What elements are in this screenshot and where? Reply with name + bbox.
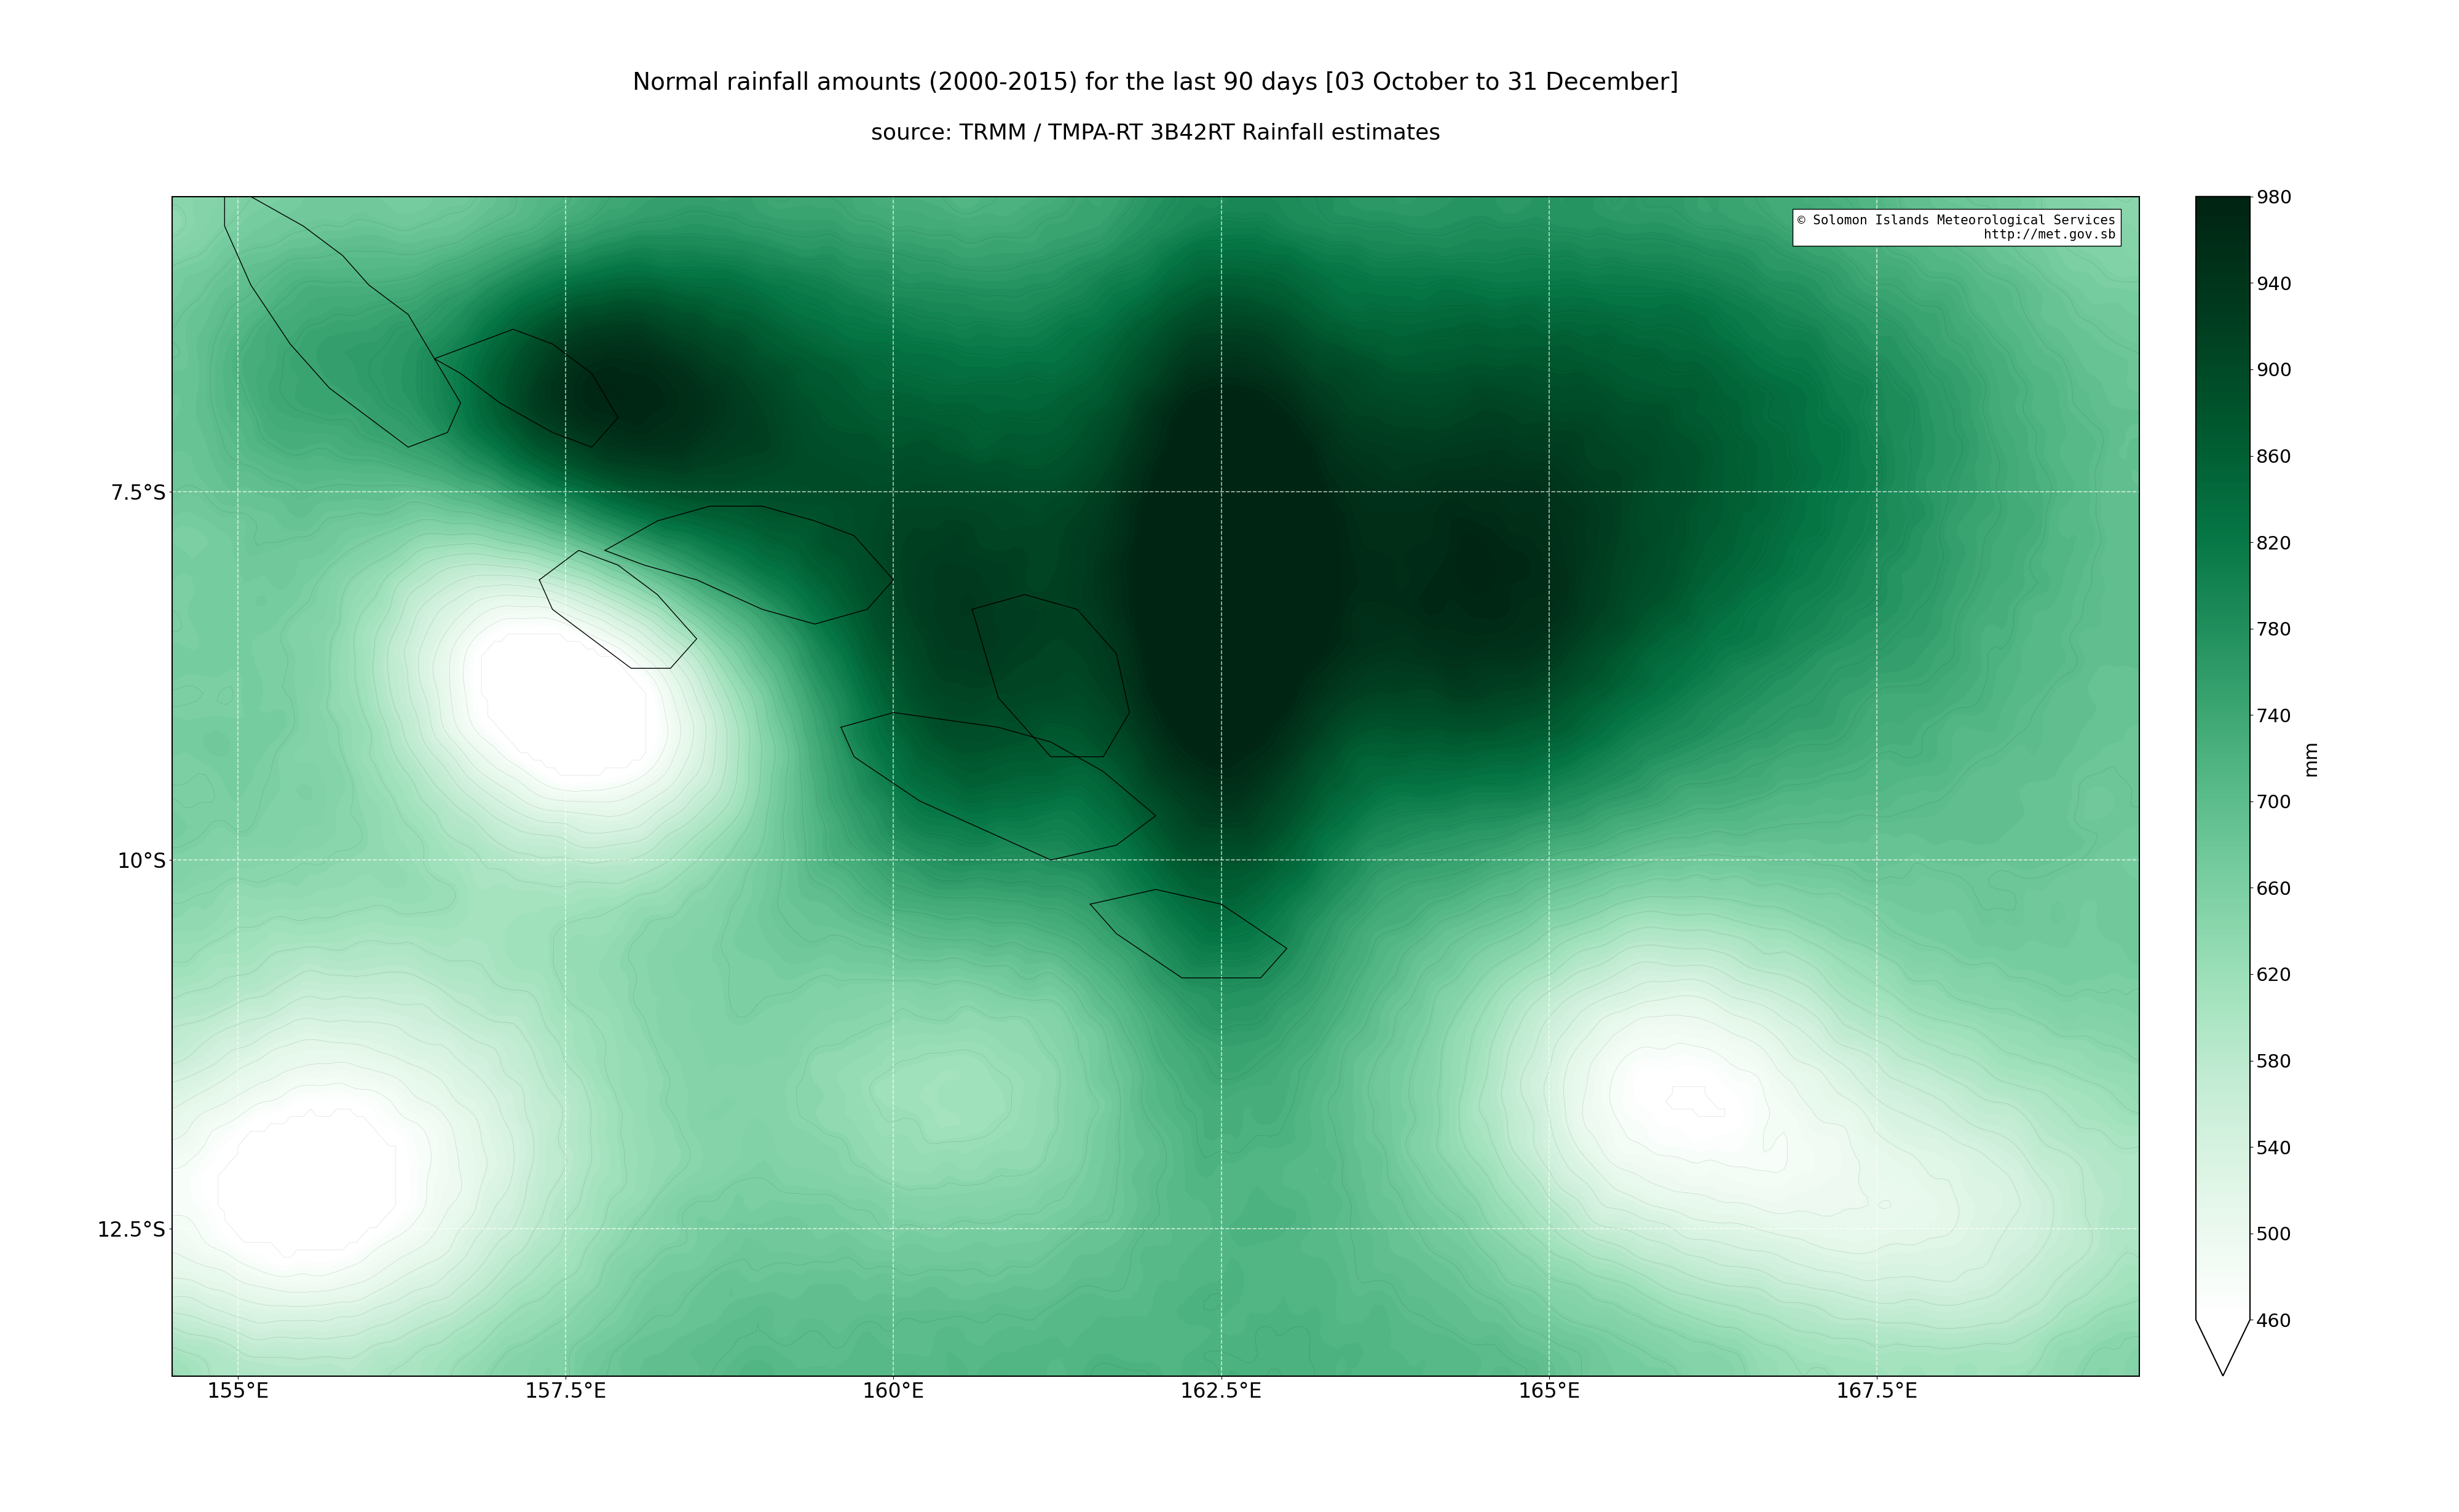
- Y-axis label: mm: mm: [2302, 739, 2319, 776]
- PathPatch shape: [2196, 1320, 2250, 1376]
- Text: Normal rainfall amounts (2000-2015) for the last 90 days [03 October to 31 Decem: Normal rainfall amounts (2000-2015) for …: [632, 71, 1679, 95]
- Text: © Solomon Islands Meteorological Services
http://met.gov.sb: © Solomon Islands Meteorological Service…: [1798, 215, 2115, 240]
- Text: source: TRMM / TMPA-RT 3B42RT Rainfall estimates: source: TRMM / TMPA-RT 3B42RT Rainfall e…: [870, 122, 1441, 144]
